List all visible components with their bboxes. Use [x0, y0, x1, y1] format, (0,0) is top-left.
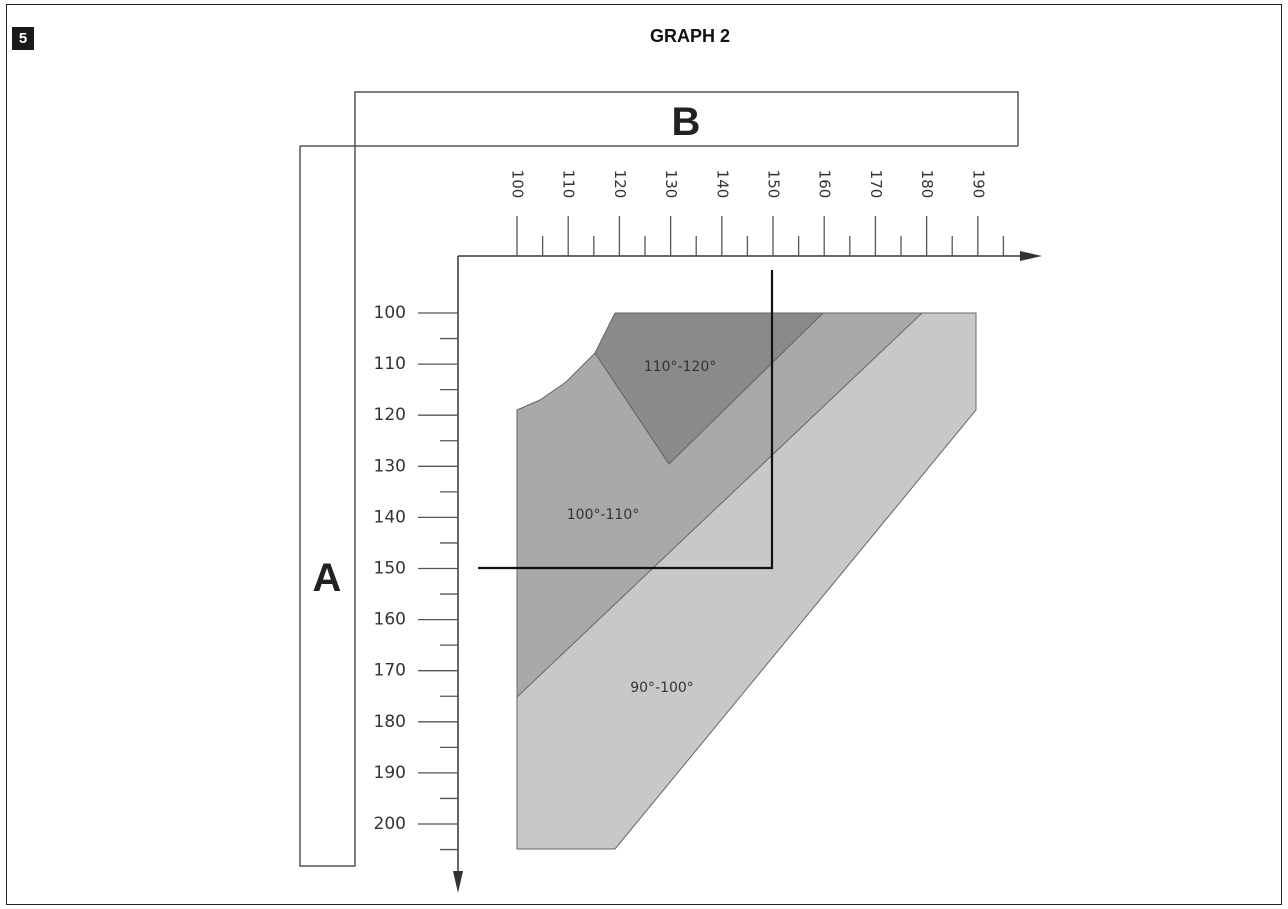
axis-a-arrowhead — [453, 871, 463, 893]
figure-number-badge: 5 — [12, 27, 34, 50]
zone-110-120 — [594, 312, 825, 465]
axis-a-tick-label: 130 — [374, 456, 406, 476]
axis-a-tick-label: 150 — [374, 559, 406, 579]
axis-b-label: B — [672, 100, 701, 144]
axis-a-tick-label: 140 — [374, 507, 406, 527]
zone-regions — [516, 312, 977, 850]
example-reading-line — [478, 270, 774, 570]
graph-title: GRAPH 2 — [649, 26, 730, 46]
axis-a: 100 110 120 130 140 150 160 170 180 190 200 — [374, 256, 463, 893]
axis-b-tick-label: 100 — [509, 170, 527, 199]
axis-b-label-box — [300, 91, 1019, 147]
zone-label-110-120: 110°-120° — [644, 359, 717, 375]
axis-a-tick-label: 170 — [374, 661, 406, 681]
axis-b-tick-label: 130 — [662, 170, 680, 199]
axis-b-tick-label: 180 — [918, 170, 936, 199]
zone-label-90-100: 90°-100° — [630, 680, 694, 696]
axis-a-tick-label: 120 — [374, 405, 406, 425]
axis-a-tick-label: 160 — [374, 610, 406, 630]
axis-b-tick-label: 120 — [611, 170, 629, 199]
axis-b-tick-label: 150 — [765, 170, 783, 199]
axis-a-tick-label: 190 — [374, 763, 406, 783]
zone-label-100-110: 100°-110° — [567, 507, 640, 523]
axis-a-tick-label: 110 — [374, 354, 406, 374]
axis-a-label-box — [299, 146, 356, 867]
axis-a-tick-label: 100 — [374, 303, 406, 323]
axis-b-tick-label: 190 — [969, 170, 987, 199]
axis-b-tick-label: 160 — [816, 170, 834, 199]
axis-b-tick-label: 110 — [560, 170, 578, 199]
axis-a-tick-label: 180 — [374, 712, 406, 732]
figure-frame — [6, 4, 1282, 905]
axis-b-arrowhead — [1020, 251, 1042, 261]
axis-b: 100 110 120 130 140 150 160 170 180 190 — [458, 170, 1042, 261]
axis-a-label: A — [313, 556, 342, 600]
axis-b-tick-label: 170 — [867, 170, 885, 199]
axis-b-tick-label: 140 — [713, 170, 731, 199]
axis-a-tick-label: 200 — [374, 814, 406, 834]
